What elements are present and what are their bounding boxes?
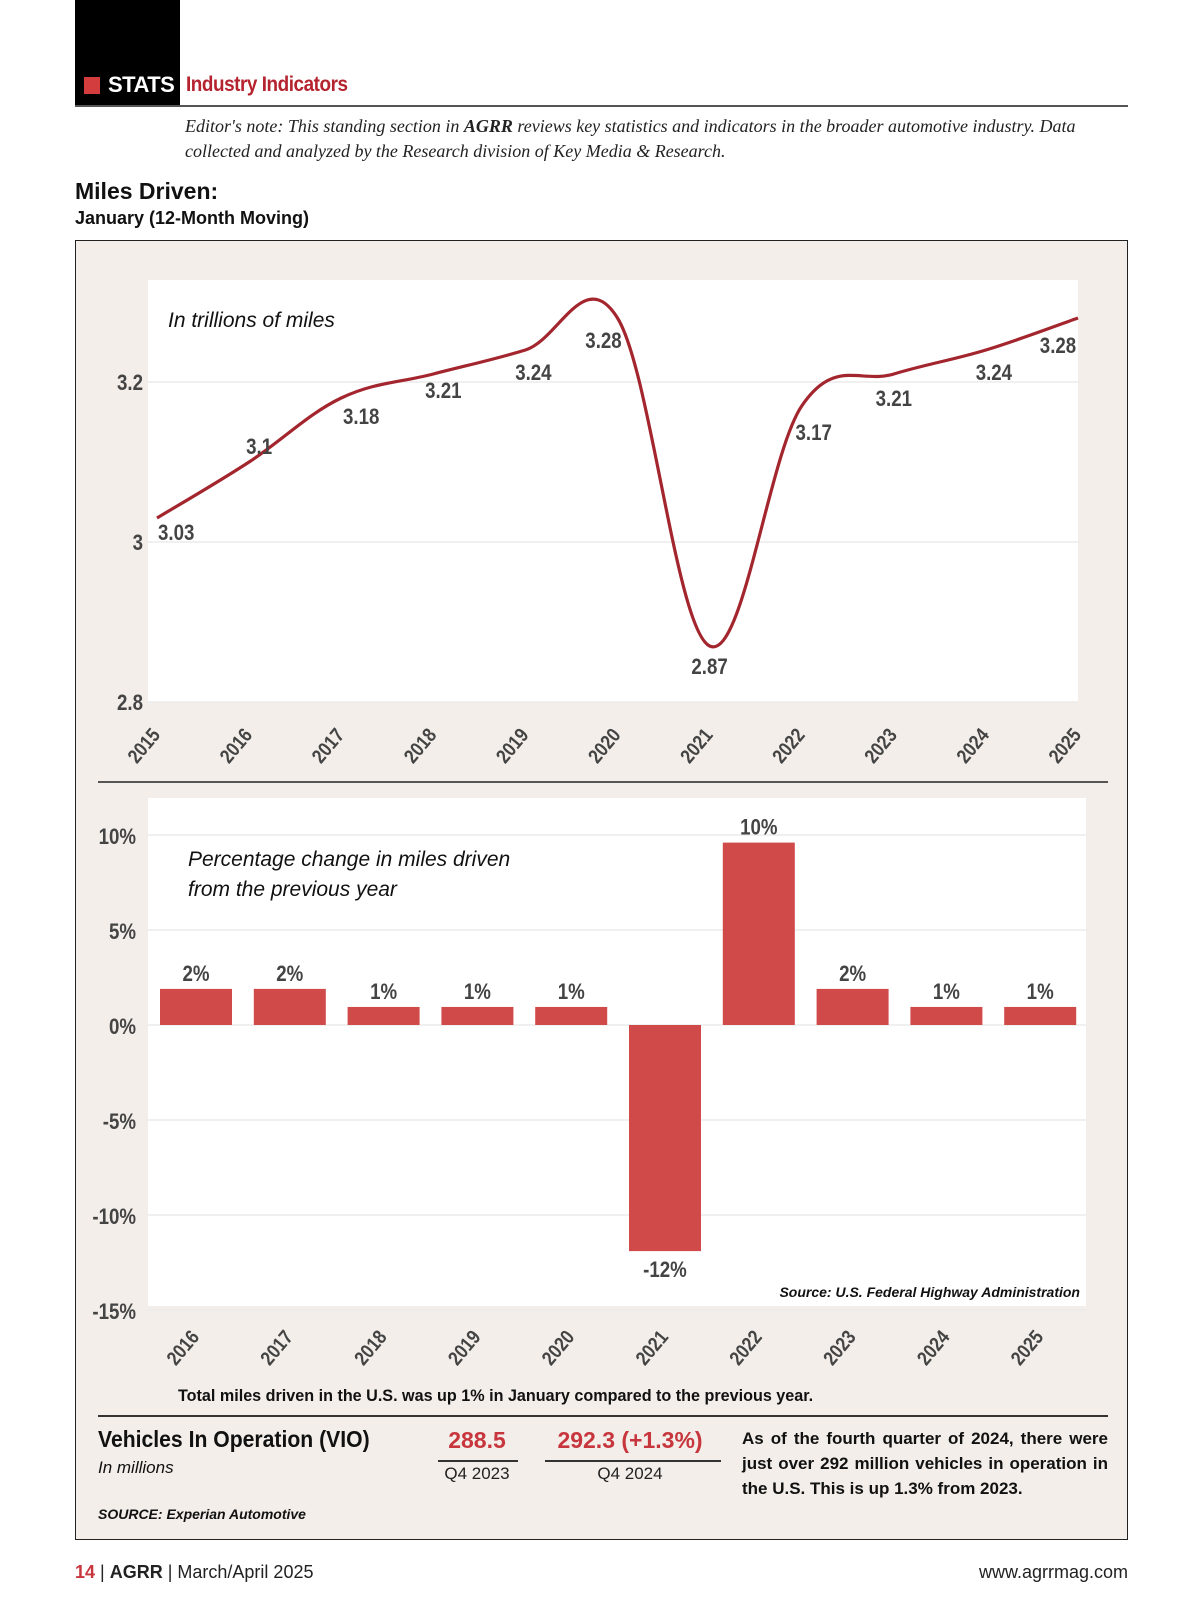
vio-source: SOURCE: Experian Automotive xyxy=(98,1506,306,1522)
bar-x-tick-label: 2025 xyxy=(1006,1326,1048,1369)
bar-chart-title-line1: Percentage change in miles driven xyxy=(188,848,510,871)
bar-x-tick-label: 2023 xyxy=(818,1326,860,1369)
line-data-label: 3.28 xyxy=(585,330,621,354)
line-x-tick-label: 2020 xyxy=(583,724,625,767)
line-data-label: 3.1 xyxy=(246,436,272,460)
footer-brand: AGRR xyxy=(109,1562,163,1582)
line-data-label: 3.28 xyxy=(1040,335,1076,359)
vio-q4-2023-value: 288.5 xyxy=(448,1427,506,1453)
bar-y-tick-label: -15% xyxy=(92,1301,136,1325)
footer-website: www.agrrmag.com xyxy=(978,1562,1128,1582)
header-divider xyxy=(75,105,1128,107)
page-title: Miles Driven: xyxy=(75,178,219,204)
section-tag-text: STATS xyxy=(108,72,175,97)
vio-title: Vehicles In Operation (VIO) xyxy=(98,1426,370,1452)
bar-x-tick-label: 2017 xyxy=(256,1326,298,1369)
line-x-tick-label: 2022 xyxy=(768,724,810,767)
line-x-tick-label: 2019 xyxy=(491,724,533,767)
editor-note-suffix: reviews key statistics and indicators in… xyxy=(185,116,1076,161)
page-subtitle: January (12-Month Moving) xyxy=(75,208,310,228)
bar-data-label: 2% xyxy=(182,963,209,987)
line-x-tick-label: 2024 xyxy=(952,723,994,767)
bar-data-label: 10% xyxy=(740,816,777,840)
bar xyxy=(722,842,795,1025)
line-y-tick-label: 3 xyxy=(133,532,143,556)
bar-y-tick-label: -5% xyxy=(103,1111,136,1135)
bar xyxy=(253,988,326,1025)
bar-x-tick-label: 2020 xyxy=(537,1326,579,1369)
bar-data-label: 2% xyxy=(276,963,303,987)
bar xyxy=(629,1025,701,1252)
bar xyxy=(535,1006,608,1025)
line-x-tick-label: 2018 xyxy=(399,724,441,767)
bar-x-tick-label: 2022 xyxy=(725,1326,767,1369)
bar-x-tick-label: 2016 xyxy=(162,1326,204,1369)
bar-data-label: 1% xyxy=(558,981,585,1005)
bar xyxy=(1004,1006,1077,1025)
line-data-label: 2.87 xyxy=(691,656,727,680)
vio-q4-2023-rule xyxy=(438,1460,518,1462)
line-data-label: 3.17 xyxy=(796,422,832,446)
editor-note-prefix: Editor's note: This standing section in xyxy=(185,116,464,136)
bar-x-tick-label: 2024 xyxy=(912,1325,954,1369)
line-y-tick-label: 3.2 xyxy=(117,372,143,396)
line-x-tick-label: 2023 xyxy=(860,724,902,767)
line-x-tick-label: 2016 xyxy=(215,724,257,767)
vio-description: As of the fourth quarter of 2024, there … xyxy=(742,1429,1108,1498)
bar-x-tick-label: 2021 xyxy=(631,1326,673,1369)
miles-driven-line xyxy=(156,297,1079,649)
editor-note-brand: AGRR xyxy=(463,116,513,136)
line-data-label: 3.18 xyxy=(343,406,379,430)
line-data-label: 3.24 xyxy=(515,362,552,386)
footer-sep-2: | xyxy=(162,1562,178,1582)
bar-y-tick-label: -10% xyxy=(92,1206,136,1230)
vio-q4-2023-label: Q4 2023 xyxy=(444,1464,510,1483)
page-number: 14 xyxy=(75,1562,96,1582)
bar-data-label: 1% xyxy=(933,981,960,1005)
line-data-label: 3.21 xyxy=(876,388,912,412)
line-data-label: 3.21 xyxy=(425,380,461,404)
line-data-label: 3.03 xyxy=(158,522,194,546)
line-x-tick-label: 2025 xyxy=(1044,724,1086,767)
bar-data-label: 1% xyxy=(370,981,397,1005)
line-chart-title: In trillions of miles xyxy=(168,309,335,332)
bar-y-tick-label: 5% xyxy=(109,921,136,945)
bar-y-tick-label: 10% xyxy=(99,826,136,850)
bar-data-label: 1% xyxy=(464,981,491,1005)
vio-q4-2024-value: 292.3 (+1.3%) xyxy=(557,1427,703,1453)
line-x-tick-label: 2015 xyxy=(123,724,165,767)
bar-data-label: 1% xyxy=(1027,981,1054,1005)
editor-note: Editor's note: This standing section in … xyxy=(185,114,1135,164)
bar-y-tick-label: 0% xyxy=(109,1016,136,1040)
footer-issue: March/April 2025 xyxy=(177,1562,314,1582)
bar xyxy=(160,988,232,1025)
line-x-tick-label: 2017 xyxy=(307,724,349,767)
bar-plot-area xyxy=(148,798,1086,1306)
bar xyxy=(347,1006,420,1025)
section-name: Industry Indicators xyxy=(186,73,348,96)
red-square-icon xyxy=(84,76,100,94)
bar-x-tick-label: 2019 xyxy=(443,1326,485,1369)
footer-left: 14 | AGRR | March/April 2025 xyxy=(75,1562,313,1583)
vio-q4-2024-rule xyxy=(545,1460,721,1462)
bar-x-tick-label: 2018 xyxy=(349,1326,391,1369)
bar-data-label: -12% xyxy=(643,1259,687,1283)
bar-data-label: 2% xyxy=(839,963,866,987)
bar-chart-title-line2: from the previous year xyxy=(188,878,398,901)
bar xyxy=(910,1006,983,1025)
vio-q4-2024-label: Q4 2024 xyxy=(597,1464,663,1483)
vio-divider xyxy=(98,1415,1108,1417)
bar xyxy=(816,988,889,1025)
line-data-label: 3.24 xyxy=(976,362,1013,386)
line-y-tick-label: 2.8 xyxy=(117,692,143,716)
vio-unit: In millions xyxy=(98,1458,174,1477)
line-plot-area xyxy=(148,280,1078,702)
footer-sep-1: | xyxy=(95,1562,110,1582)
chart-caption: Total miles driven in the U.S. was up 1%… xyxy=(178,1386,814,1405)
bar-chart-source: Source: U.S. Federal Highway Administrat… xyxy=(779,1284,1080,1300)
line-x-tick-label: 2021 xyxy=(675,724,717,767)
section-tag: STATS xyxy=(84,72,175,98)
bar xyxy=(441,1006,514,1025)
